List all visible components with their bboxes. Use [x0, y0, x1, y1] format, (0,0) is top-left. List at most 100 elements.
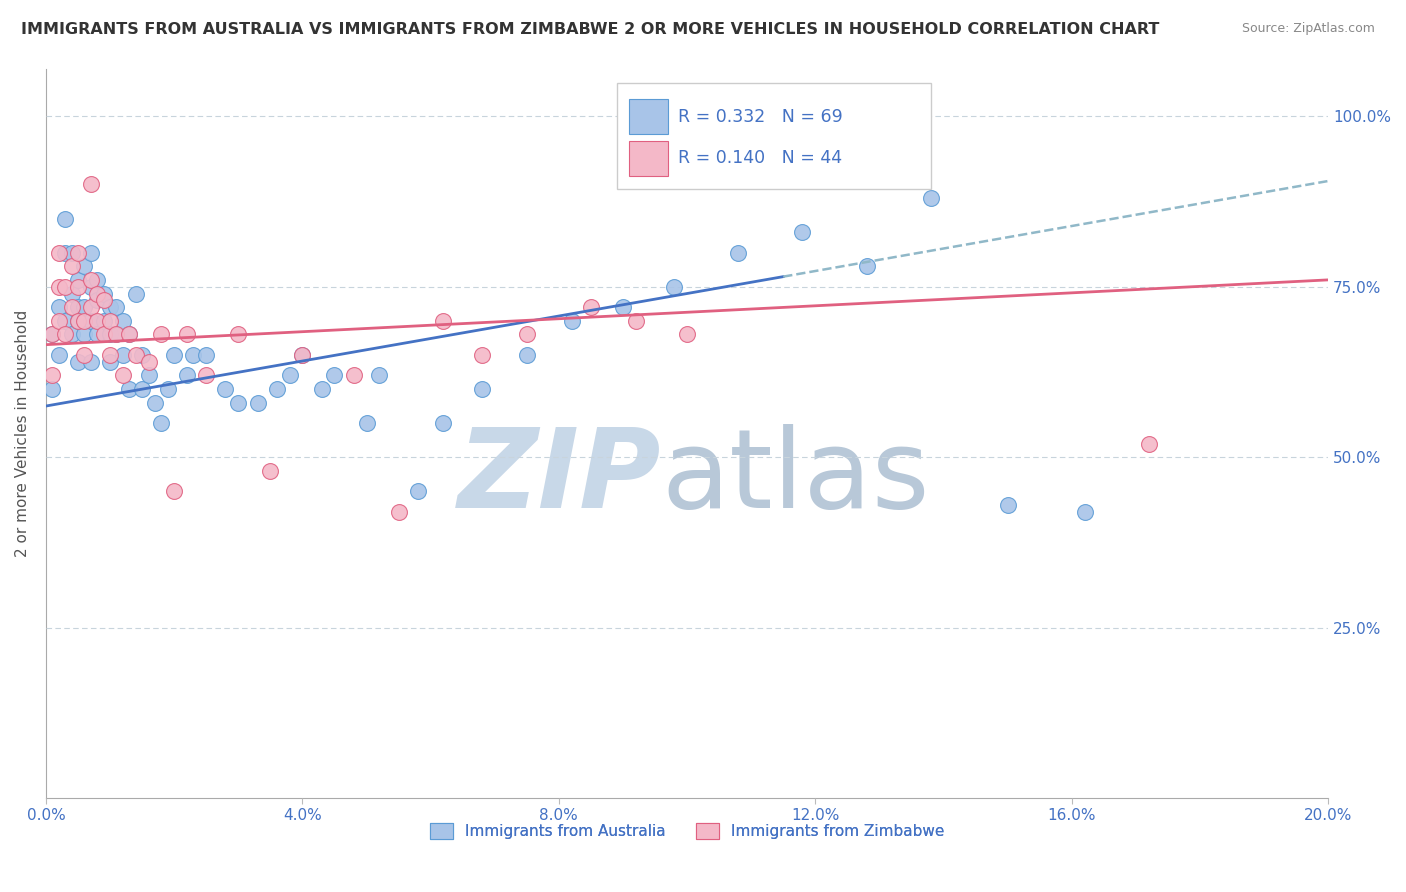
Point [93, 327, 115, 342]
Point [66, 354, 89, 368]
Point [53, 279, 76, 293]
Point [80, 279, 103, 293]
Point [432, 416, 454, 430]
Point [60, 286, 83, 301]
Point [105, 327, 128, 342]
Point [66, 279, 89, 293]
Point [311, 382, 333, 396]
Text: atlas: atlas [661, 424, 929, 531]
Point [612, 300, 634, 314]
Point [226, 327, 249, 342]
Point [131, 382, 153, 396]
Point [1137, 436, 1160, 450]
Point [53, 314, 76, 328]
Text: R = 0.140   N = 44: R = 0.140 N = 44 [678, 149, 842, 168]
Point [80, 273, 103, 287]
Point [98, 314, 121, 328]
Point [48, 314, 70, 328]
Point [86, 293, 108, 308]
Point [323, 368, 346, 383]
Point [86, 286, 108, 301]
Point [163, 348, 186, 362]
Point [387, 505, 409, 519]
Point [156, 382, 179, 396]
Point [53, 211, 76, 226]
Point [60, 327, 83, 342]
Point [183, 348, 205, 362]
Point [98, 300, 121, 314]
Point [73, 348, 96, 362]
Point [259, 464, 281, 478]
Point [118, 327, 141, 342]
Point [368, 368, 391, 383]
Point [48, 300, 70, 314]
Point [278, 368, 301, 383]
Point [60, 300, 83, 314]
Text: Source: ZipAtlas.com: Source: ZipAtlas.com [1241, 22, 1375, 36]
Point [471, 348, 494, 362]
Point [579, 300, 602, 314]
Point [105, 327, 128, 342]
Point [226, 395, 249, 409]
Point [86, 314, 108, 328]
Point [66, 314, 89, 328]
Point [432, 314, 454, 328]
Point [920, 191, 942, 205]
Point [53, 327, 76, 342]
Point [80, 300, 103, 314]
Point [516, 327, 538, 342]
Point [516, 348, 538, 362]
Point [855, 259, 877, 273]
Text: ZIP: ZIP [458, 424, 661, 531]
Point [86, 327, 108, 342]
Point [66, 273, 89, 287]
Point [125, 348, 148, 362]
Point [138, 354, 160, 368]
Point [73, 314, 96, 328]
Point [246, 395, 269, 409]
Point [48, 348, 70, 362]
Point [291, 348, 314, 362]
Point [73, 327, 96, 342]
Point [143, 395, 166, 409]
Point [176, 368, 198, 383]
Point [150, 416, 173, 430]
Point [291, 348, 314, 362]
Point [41, 382, 63, 396]
Point [53, 245, 76, 260]
Point [105, 300, 128, 314]
Point [471, 382, 494, 396]
Point [138, 368, 160, 383]
Text: IMMIGRANTS FROM AUSTRALIA VS IMMIGRANTS FROM ZIMBABWE 2 OR MORE VEHICLES IN HOUS: IMMIGRANTS FROM AUSTRALIA VS IMMIGRANTS … [21, 22, 1160, 37]
Point [727, 245, 749, 260]
Point [792, 225, 814, 239]
Point [41, 327, 63, 342]
FancyBboxPatch shape [630, 141, 668, 176]
Point [66, 314, 89, 328]
Point [1073, 505, 1095, 519]
Point [66, 245, 89, 260]
Point [664, 279, 686, 293]
Point [73, 300, 96, 314]
Point [118, 327, 141, 342]
Point [997, 498, 1019, 512]
Point [66, 300, 89, 314]
Point [266, 382, 288, 396]
Point [80, 354, 103, 368]
Point [98, 354, 121, 368]
FancyBboxPatch shape [617, 83, 931, 189]
Point [111, 314, 134, 328]
Point [150, 327, 173, 342]
Point [60, 259, 83, 273]
Point [676, 327, 699, 342]
Point [125, 286, 148, 301]
Point [163, 484, 186, 499]
Point [60, 245, 83, 260]
Point [73, 259, 96, 273]
Point [343, 368, 366, 383]
Point [561, 314, 583, 328]
Point [406, 484, 429, 499]
Point [86, 273, 108, 287]
Point [41, 327, 63, 342]
Point [214, 382, 236, 396]
